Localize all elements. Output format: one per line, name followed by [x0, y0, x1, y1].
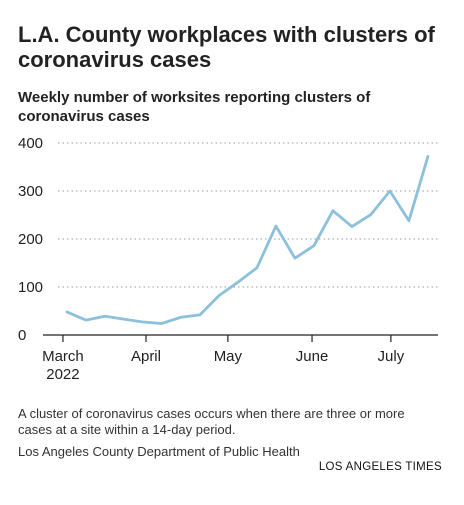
chart-title: L.A. County workplaces with clusters of c… — [18, 22, 436, 72]
note: A cluster of coronavirus cases occurs wh… — [18, 406, 405, 437]
x-tick-label: July — [378, 348, 405, 365]
y-tick-label: 0 — [18, 327, 26, 344]
y-tick-label: 200 — [18, 231, 43, 248]
line — [65, 155, 430, 325]
x-tick-label: May — [214, 348, 243, 365]
x-tick-label: April — [131, 348, 161, 365]
x-tick-label: June — [296, 348, 329, 365]
y-tick-label: 100 — [18, 279, 43, 296]
y-tick-label: 400 — [18, 135, 43, 152]
credit: LOS ANGELES TIMES — [319, 461, 442, 473]
x-tick-label: March 2022 — [42, 348, 84, 383]
chart-subtitle: Weekly number of worksites reporting clu… — [18, 89, 371, 125]
source: Los Angeles County Department of Public … — [18, 444, 300, 459]
y-tick-label: 300 — [18, 183, 43, 200]
